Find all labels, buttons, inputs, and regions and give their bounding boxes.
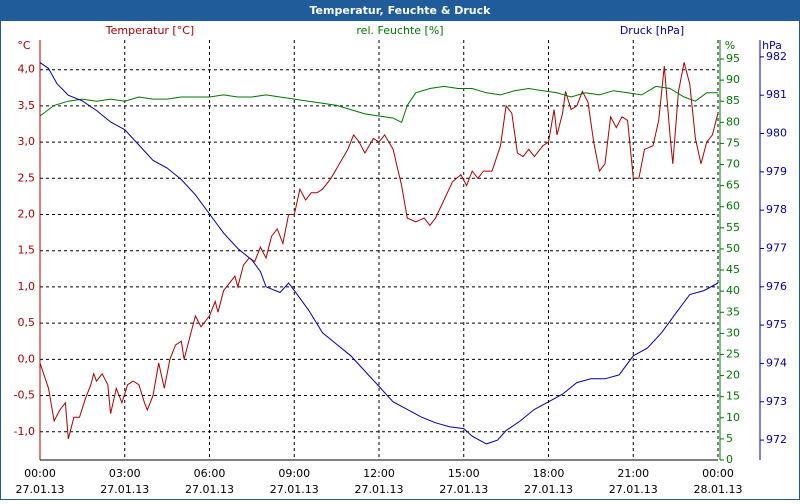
- y2-tick-label: 45: [726, 263, 740, 276]
- y2-tick-label: 20: [726, 369, 740, 382]
- x-tick-date: 28.01.13: [694, 483, 743, 496]
- y3-tick-label: 982: [766, 50, 787, 63]
- x-tick-date: 27.01.13: [270, 483, 319, 496]
- y3-tick-label: 981: [766, 88, 787, 101]
- y-tick-label: 1,5: [18, 244, 36, 257]
- line: [39, 85, 718, 124]
- x-tick-date: 27.01.13: [355, 483, 404, 496]
- x-tick-label: 21:00: [617, 467, 649, 480]
- y2-tick-label: 40: [726, 284, 740, 297]
- y-unit: °C: [17, 39, 31, 52]
- x-tick-label: 00:00: [702, 467, 734, 480]
- legend-label: rel. Feuchte [%]: [356, 24, 443, 37]
- x-tick-date: 27.01.13: [185, 483, 234, 496]
- y3-tick-label: 980: [766, 127, 787, 140]
- y-tick-label: -1,0: [14, 425, 35, 438]
- y3-tick-label: 974: [766, 356, 787, 369]
- y-tick-label: 0,5: [18, 316, 36, 329]
- y2-tick-label: 50: [726, 242, 740, 255]
- x-tick-date: 27.01.13: [609, 483, 658, 496]
- title-bar: [0, 0, 800, 21]
- x-tick-date: 27.01.13: [16, 483, 65, 496]
- legend-label: Druck [hPa]: [620, 24, 684, 37]
- x-tick-label: 18:00: [533, 467, 565, 480]
- y2-tick-label: 80: [726, 115, 740, 128]
- y3-tick-label: 976: [766, 280, 787, 293]
- y3-tick-label: 978: [766, 203, 787, 216]
- x-tick-label: 09:00: [278, 467, 310, 480]
- y-tick-label: -0,5: [14, 389, 35, 402]
- y3-tick-label: 975: [766, 318, 787, 331]
- y2-tick-label: 25: [726, 347, 740, 360]
- legend-label: Temperatur [°C]: [105, 24, 194, 37]
- y3-unit: hPa: [762, 39, 782, 52]
- x-tick-date: 27.01.13: [100, 483, 149, 496]
- y-tick-label: 0,0: [18, 352, 36, 365]
- y2-tick-label: 70: [726, 158, 740, 171]
- y2-tick-label: 65: [726, 179, 740, 192]
- y3-tick-label: 973: [766, 395, 787, 408]
- y2-tick-label: 60: [726, 200, 740, 213]
- y2-tick-label: 10: [726, 411, 740, 424]
- y2-unit: %: [725, 39, 735, 52]
- x-tick-label: 03:00: [109, 467, 141, 480]
- y2-tick-label: 0: [726, 453, 733, 466]
- y2-tick-label: 15: [726, 390, 740, 403]
- y2-tick-label: 35: [726, 305, 740, 318]
- y2-tick-label: 75: [726, 136, 740, 149]
- y-tick-label: 1,0: [18, 280, 36, 293]
- y2-tick-label: 95: [726, 52, 740, 65]
- y-tick-label: 2,5: [18, 171, 36, 184]
- y2-tick-label: 5: [726, 432, 733, 445]
- y3-tick-label: 979: [766, 165, 787, 178]
- y-tick-label: 4,0: [18, 63, 36, 76]
- x-tick-label: 15:00: [448, 467, 480, 480]
- y2-tick-label: 30: [726, 326, 740, 339]
- y3-tick-label: 977: [766, 241, 787, 254]
- y2-tick-label: 90: [726, 73, 740, 86]
- x-tick-date: 27.01.13: [439, 483, 488, 496]
- y2-tick-label: 85: [726, 94, 740, 107]
- y-tick-label: 3,5: [18, 99, 36, 112]
- x-tick-date: 27.01.13: [524, 483, 573, 496]
- line: [39, 62, 719, 445]
- x-tick-label: 00:00: [24, 467, 56, 480]
- line: [39, 62, 719, 440]
- y3-tick-label: 972: [766, 433, 787, 446]
- y2-tick-label: 55: [726, 221, 740, 234]
- chart-title: Temperatur, Feuchte & Druck: [310, 4, 492, 17]
- x-tick-label: 06:00: [194, 467, 226, 480]
- y-tick-label: 2,0: [18, 208, 36, 221]
- x-tick-label: 12:00: [363, 467, 395, 480]
- y-tick-label: 3,0: [18, 135, 36, 148]
